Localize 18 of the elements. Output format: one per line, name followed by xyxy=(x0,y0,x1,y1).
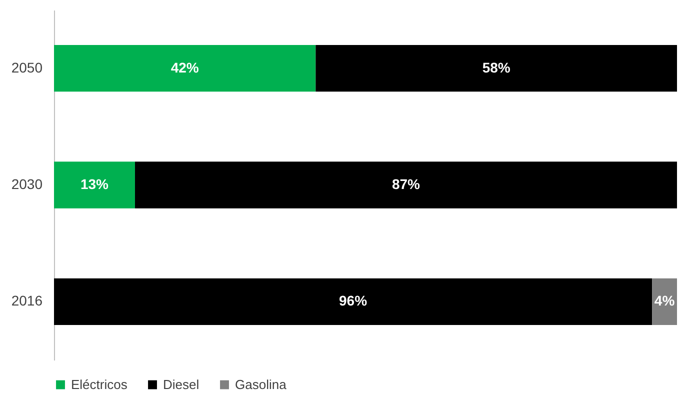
y-tick-label: 2050 xyxy=(11,59,43,76)
data-label: 13% xyxy=(80,176,110,192)
data-label: 87% xyxy=(392,176,421,192)
legend-label: Gasolina xyxy=(235,376,288,392)
bar xyxy=(54,162,135,208)
bar xyxy=(134,162,677,208)
bar xyxy=(54,45,316,92)
bar xyxy=(316,45,677,92)
bar xyxy=(652,278,677,325)
data-label: 4% xyxy=(654,292,676,309)
bar xyxy=(54,278,652,325)
legend-label: Diesel xyxy=(163,376,200,392)
y-tick-label: 2030 xyxy=(11,176,43,192)
data-label: 58% xyxy=(482,59,511,76)
y-tick-label: 2016 xyxy=(11,292,43,309)
legend-label: Eléctricos xyxy=(71,376,128,392)
data-label: 42% xyxy=(170,59,200,76)
data-label: 96% xyxy=(339,292,368,309)
